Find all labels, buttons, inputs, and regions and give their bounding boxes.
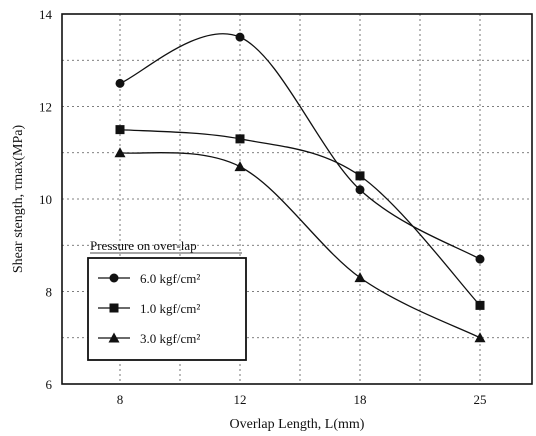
data-point-circle [475,254,485,264]
data-point-triangle [114,147,126,158]
data-point-circle [355,185,365,195]
data-point-square [235,134,245,144]
x-tick-label: 18 [354,392,367,407]
x-axis-title: Overlap Length, L(mm) [230,417,365,432]
data-point-circle [115,78,125,88]
data-point-triangle [354,272,366,283]
legend-marker-square [109,303,119,313]
data-point-circle [235,32,245,42]
data-point-triangle [474,332,486,343]
grid [62,14,532,384]
legend-label: 1.0 kgf/cm² [140,301,200,316]
y-axis-title: Shear stength, τmax(MPa) [11,125,26,274]
y-tick-label: 6 [46,377,53,392]
legend-title: Pressure on over-lap [90,238,197,253]
series-line-1-0-kgf-cm [119,128,481,306]
tick-labels: 8 12 18 25 6 8 10 12 14 [39,7,487,407]
x-tick-label: 12 [234,392,247,407]
plot-frame [61,13,533,385]
data-point-square [115,125,125,135]
legend-marker-triangle [108,332,120,343]
data-point-square [355,171,365,181]
data-point-triangle [234,161,246,172]
series-line-3-0-kgf-cm [119,151,481,339]
legend: Pressure on over-lap 6.0 kgf/cm² 1.0 kgf/… [87,238,247,361]
y-tick-label: 14 [39,7,53,22]
y-tick-label: 12 [39,100,52,115]
y-tick-label: 8 [46,285,53,300]
data-point-square [475,300,485,310]
legend-label: 3.0 kgf/cm² [140,331,200,346]
series-markers [114,32,486,343]
legend-marker-circle [109,273,119,283]
x-tick-label: 25 [474,392,487,407]
y-tick-label: 10 [39,192,52,207]
x-tick-label: 8 [117,392,124,407]
series-line-6-0-kgf-cm [119,33,481,260]
legend-label: 6.0 kgf/cm² [140,271,200,286]
series-curves [119,33,481,339]
